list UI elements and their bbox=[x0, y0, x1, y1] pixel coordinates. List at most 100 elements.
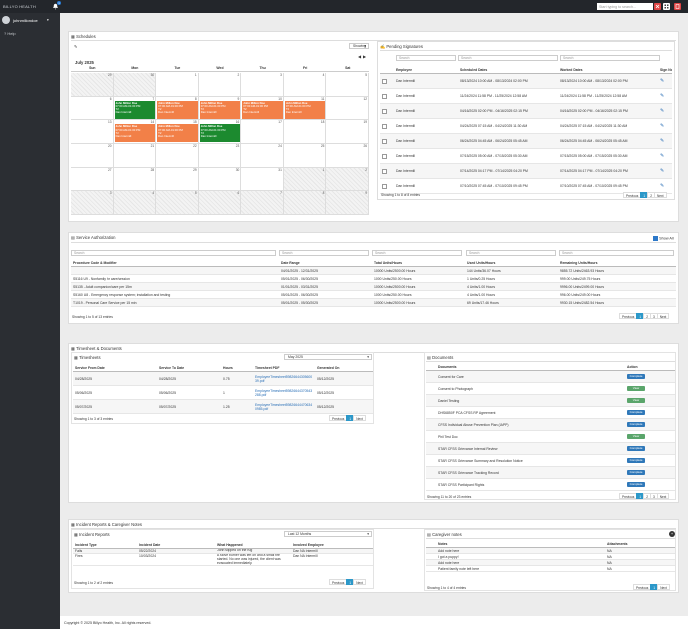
calendar-day-cell[interactable]: 12 bbox=[326, 96, 369, 121]
global-search-input[interactable] bbox=[597, 3, 653, 10]
calendar-event[interactable]: John Millon Doe 07:00 AM-01:00 PM T2 Dan In… bbox=[114, 124, 156, 143]
col-employee[interactable]: Employee bbox=[394, 67, 458, 74]
edit-icon[interactable]: ✎ bbox=[74, 44, 78, 49]
col-hours[interactable]: Hours bbox=[221, 365, 253, 372]
col-generated-on[interactable]: Generated On bbox=[315, 365, 373, 372]
scheduled-filter-input[interactable] bbox=[458, 55, 558, 61]
calendar-day-cell[interactable]: 3 bbox=[241, 73, 284, 97]
calendar-event[interactable]: John Millon Doe 07:00 AM-01:00 PM T2 Dan In… bbox=[199, 124, 241, 143]
calendar-day-cell[interactable]: 23 bbox=[198, 144, 242, 168]
row-checkbox[interactable] bbox=[382, 168, 387, 174]
add-note-icon[interactable]: + bbox=[669, 531, 675, 537]
procedure-filter-input[interactable] bbox=[71, 250, 276, 256]
col-total[interactable]: Total Units/Hours bbox=[372, 260, 465, 267]
calendar-event[interactable]: John Millon Doe 07:00 AM-01:00 PM T2 Dan In… bbox=[157, 124, 198, 143]
col-documents[interactable]: Documents bbox=[436, 364, 625, 371]
col-attachments[interactable]: Attachments bbox=[605, 541, 675, 548]
calendar-day-cell[interactable]: 24 bbox=[241, 144, 284, 168]
calendar-day-cell[interactable]: 6 bbox=[71, 96, 114, 121]
calendar-day-cell[interactable]: 9 bbox=[326, 191, 369, 215]
view-button[interactable]: View bbox=[627, 398, 645, 403]
col-used[interactable]: Used Units/Hours bbox=[465, 260, 558, 267]
prev-month-icon[interactable]: ◀ bbox=[358, 54, 362, 59]
page-button[interactable]: Previous bbox=[329, 579, 348, 585]
page-button[interactable]: Next bbox=[657, 584, 670, 590]
calendar-day-cell[interactable]: 22 bbox=[156, 144, 199, 168]
page-button[interactable]: Next bbox=[353, 415, 366, 421]
sign-edit-icon[interactable]: ✎ bbox=[660, 93, 665, 99]
page-button[interactable]: Next bbox=[353, 579, 366, 585]
calendar-day-cell[interactable]: 8 bbox=[283, 191, 327, 215]
calendar-day-cell[interactable]: 26 bbox=[326, 144, 369, 168]
calendar-day-cell[interactable]: 27 bbox=[71, 167, 114, 192]
sign-edit-icon[interactable]: ✎ bbox=[660, 153, 665, 159]
calendar-day-cell[interactable]: 25 bbox=[283, 144, 327, 168]
show-all-toggle[interactable]: Show All bbox=[653, 236, 674, 241]
row-checkbox[interactable] bbox=[382, 108, 387, 114]
show-all-checkbox[interactable] bbox=[653, 236, 658, 241]
remaining-filter-input[interactable] bbox=[559, 250, 674, 256]
calendar-day-cell[interactable]: 2 bbox=[198, 73, 242, 97]
employee-filter-input[interactable] bbox=[396, 55, 456, 61]
page-button[interactable]: Previous bbox=[623, 192, 642, 198]
calendar-day-cell[interactable]: 28 bbox=[113, 167, 157, 192]
sign-edit-icon[interactable]: ✎ bbox=[660, 183, 665, 189]
next-month-icon[interactable]: ▶ bbox=[363, 54, 367, 59]
page-button[interactable]: Previous bbox=[633, 584, 652, 590]
bell-icon[interactable] bbox=[52, 3, 59, 10]
calendar-day-cell[interactable]: 18 bbox=[283, 120, 327, 144]
row-checkbox[interactable] bbox=[382, 138, 387, 144]
logout-icon[interactable] bbox=[674, 3, 681, 10]
col-incident-date[interactable]: Incident Date bbox=[137, 542, 215, 549]
calendar-day-cell[interactable]: 2 bbox=[326, 167, 369, 192]
calendar-event[interactable]: John Millon Doe 07:00 AM-01:00 PM T2 Dan In… bbox=[199, 100, 241, 119]
timesheet-month-select[interactable]: May 2025 ▾ bbox=[284, 354, 372, 360]
calendar-day-cell[interactable]: 1 bbox=[283, 167, 327, 192]
calendar-event[interactable]: John Millon Doe 07:00 AM-01:00 PM T2 Dan In… bbox=[242, 100, 283, 119]
view-select[interactable]: Showing ▾ bbox=[349, 43, 369, 49]
used-filter-input[interactable] bbox=[466, 250, 556, 256]
worked-filter-input[interactable] bbox=[560, 55, 660, 61]
page-button[interactable]: Next bbox=[656, 313, 670, 319]
col-remaining[interactable]: Remaining Units/Hours bbox=[558, 260, 676, 267]
calendar-day-cell[interactable]: 19 bbox=[326, 120, 369, 144]
calendar-day-cell[interactable]: 30 bbox=[113, 73, 157, 97]
calendar-day-cell[interactable]: 13 bbox=[71, 120, 114, 144]
calendar-day-cell[interactable]: 30 bbox=[198, 167, 242, 192]
calendar-event[interactable]: John Millon Doe 07:00 AM-01:00 PM T2 Dan In… bbox=[114, 100, 156, 119]
calendar-day-cell[interactable]: 1 bbox=[156, 73, 199, 97]
sign-edit-icon[interactable]: ✎ bbox=[660, 78, 665, 84]
calendar-day-cell[interactable]: 4 bbox=[113, 191, 157, 215]
timesheet-pdf-link[interactable]: EmployeeTimesheet5982664430560039.pdf bbox=[255, 374, 313, 383]
total-filter-input[interactable] bbox=[372, 250, 462, 256]
complete-button[interactable]: Complete bbox=[627, 458, 645, 463]
row-checkbox[interactable] bbox=[382, 123, 387, 129]
date-filter-input[interactable] bbox=[279, 250, 369, 256]
timesheet-pdf-link[interactable]: EmployeeTimesheet598266444706340985.pdf bbox=[255, 402, 313, 411]
row-checkbox[interactable] bbox=[382, 78, 387, 84]
col-involved-employee[interactable]: Involved Employee bbox=[291, 542, 373, 549]
calendar-day-cell[interactable]: 5 bbox=[156, 191, 199, 215]
calendar-event[interactable]: John Millon Doe 07:00 AM-01:00 PM T2 Dan In… bbox=[284, 100, 326, 119]
sign-edit-icon[interactable]: ✎ bbox=[660, 108, 665, 114]
grid-icon[interactable] bbox=[663, 3, 670, 10]
col-procedure[interactable]: Procedure Code & Modifier bbox=[71, 260, 279, 267]
calendar-day-cell[interactable]: 21 bbox=[113, 144, 157, 168]
page-button[interactable]: Next bbox=[653, 192, 667, 198]
col-what-happened[interactable]: What Happened bbox=[215, 542, 291, 549]
page-button[interactable]: Previous bbox=[329, 415, 348, 421]
calendar-day-cell[interactable]: 29 bbox=[71, 73, 114, 97]
calendar-day-cell[interactable]: 17 bbox=[241, 120, 284, 144]
view-button[interactable]: View bbox=[627, 434, 645, 439]
col-scheduled[interactable]: Scheduled Dates bbox=[458, 67, 558, 74]
calendar-day-cell[interactable]: 20 bbox=[71, 144, 114, 168]
col-timesheet-pdf[interactable]: Timesheet PDF bbox=[253, 365, 315, 372]
sign-edit-icon[interactable]: ✎ bbox=[660, 138, 665, 144]
row-checkbox[interactable] bbox=[382, 93, 387, 99]
page-button[interactable]: Next bbox=[656, 493, 670, 499]
sidebar-item-help[interactable]: ? Help bbox=[4, 31, 16, 36]
col-notes[interactable]: Notes bbox=[436, 541, 605, 548]
complete-button[interactable]: Complete bbox=[627, 482, 645, 487]
sign-edit-icon[interactable]: ✎ bbox=[660, 123, 665, 129]
calendar-day-cell[interactable]: 29 bbox=[156, 167, 199, 192]
